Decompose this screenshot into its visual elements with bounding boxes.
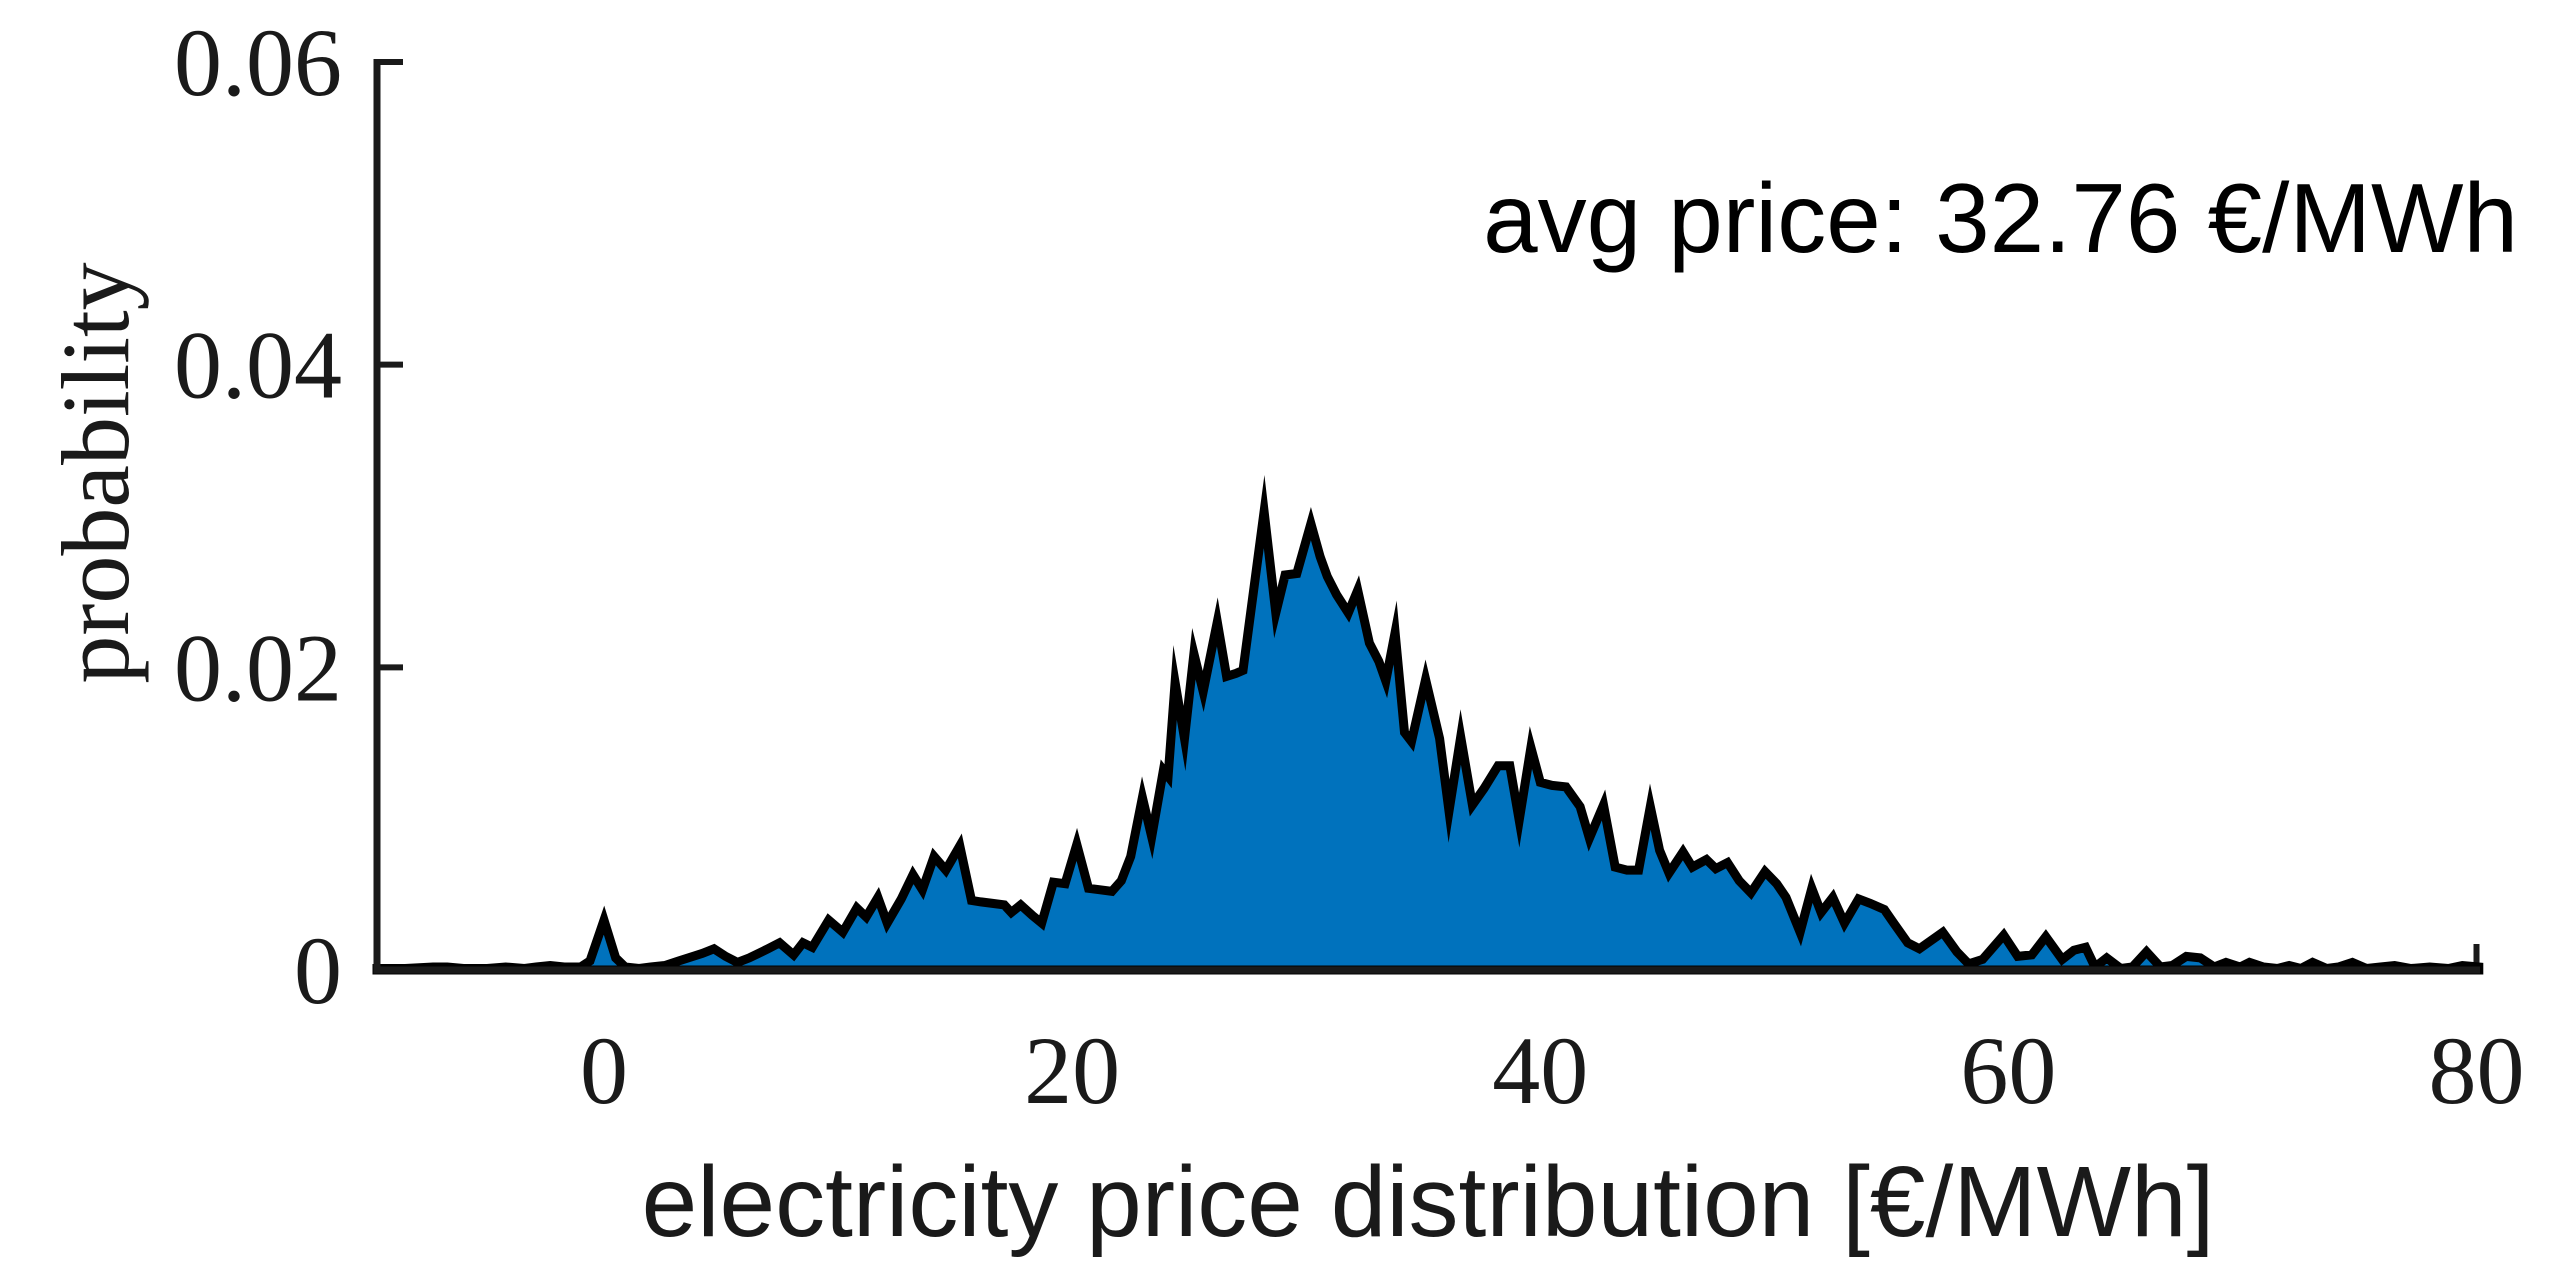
x-tick-label: 20: [1024, 1017, 1120, 1124]
x-axis-title: electricity price distribution [€/MWh]: [642, 1146, 2215, 1258]
y-tick-label-zero: 0: [294, 917, 342, 1024]
x-tick-label: 80: [2428, 1017, 2524, 1124]
y-axis-tick-labels: 0.02 0.04 0.06 0: [174, 9, 342, 1024]
axes-spines: [373, 59, 2480, 974]
x-tick-label: 60: [1960, 1017, 2056, 1124]
avg-price-annotation: avg price: 32.76 €/MWh: [1483, 163, 2518, 273]
y-tick-label: 0.06: [174, 9, 342, 116]
x-axis-tick-labels: 0 20 40 60 80: [580, 1017, 2524, 1124]
x-tick-label: 0: [580, 1017, 628, 1124]
y-axis-title: probability: [42, 262, 149, 683]
x-tick-label: 40: [1492, 1017, 1588, 1124]
y-tick-label: 0.04: [174, 312, 342, 419]
y-tick-label: 0.02: [174, 614, 342, 721]
distribution-area: [372, 474, 2484, 975]
y-axis-ticks: [377, 59, 403, 671]
